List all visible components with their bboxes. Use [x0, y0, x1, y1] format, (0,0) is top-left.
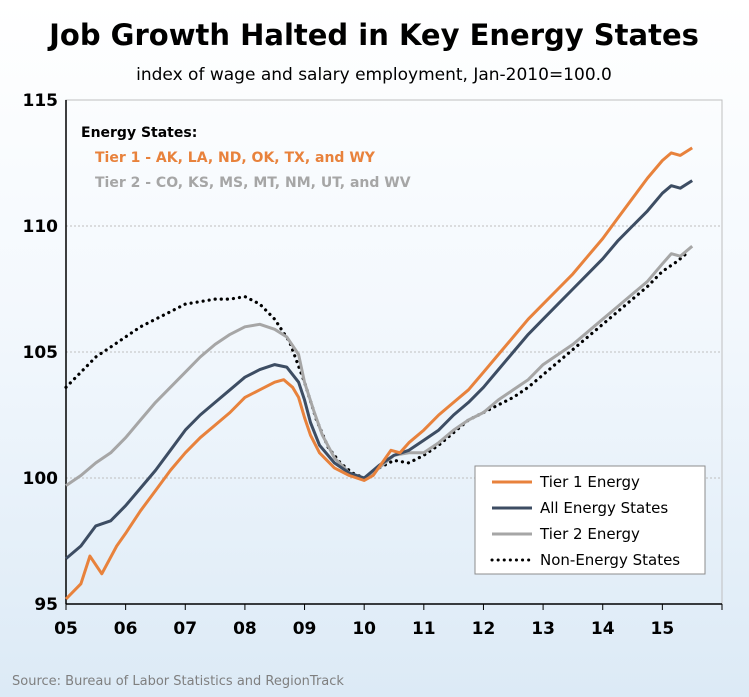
- legend: Tier 1 Energy All Energy States Tier 2 Ene…: [474, 465, 706, 575]
- series-line-all: [65, 179, 694, 560]
- y-tick-label-105: 105: [23, 343, 59, 363]
- series-line-tier2: [65, 245, 694, 487]
- energy-states-note: Energy States: Tier 1 - AK, LA, ND, OK, …: [81, 125, 411, 191]
- note-tier1: Tier 1 - AK, LA, ND, OK, TX, and WY: [95, 150, 376, 166]
- x-tick-label-06: 06: [114, 619, 138, 639]
- chart-title: Job Growth Halted in Key Energy States: [47, 18, 699, 52]
- series-line-tier1: [64, 146, 693, 601]
- x-tick-label-07: 07: [173, 619, 197, 639]
- chart-subtitle: index of wage and salary employment, Jan…: [136, 65, 612, 85]
- x-tick-label-10: 10: [352, 619, 376, 639]
- axes: 95 100 105 110 115 05 06 07 08 09 10 11 12 13 14 15: [23, 91, 723, 639]
- note-tier2: Tier 2 - CO, KS, MS, MT, NM, UT, and WV: [95, 175, 411, 191]
- legend-label-tier2: Tier 2 Energy: [539, 525, 640, 543]
- legend-label-tier1: Tier 1 Energy: [539, 473, 640, 491]
- legend-box: [474, 465, 706, 575]
- legend-label-all: All Energy States: [540, 499, 668, 517]
- series-lines: [64, 146, 694, 601]
- y-tick-label-100: 100: [23, 469, 59, 489]
- x-tick-label-08: 08: [233, 619, 257, 639]
- x-tick-label-11: 11: [412, 619, 436, 639]
- legend-label-non: Non-Energy States: [540, 551, 680, 569]
- x-tick-label-05: 05: [54, 619, 78, 639]
- x-tick-label-12: 12: [472, 619, 496, 639]
- x-tick-label-13: 13: [531, 619, 555, 639]
- x-tick-label-14: 14: [591, 619, 615, 639]
- x-tick-label-09: 09: [293, 619, 317, 639]
- y-tick-label-115: 115: [23, 91, 59, 111]
- note-heading: Energy States:: [81, 125, 197, 141]
- source-note: Source: Bureau of Labor Statistics and R…: [12, 674, 344, 689]
- series-line-non: [64, 252, 688, 480]
- x-tick-label-15: 15: [651, 619, 675, 639]
- y-tick-label-95: 95: [34, 595, 58, 615]
- y-tick-label-110: 110: [23, 217, 59, 237]
